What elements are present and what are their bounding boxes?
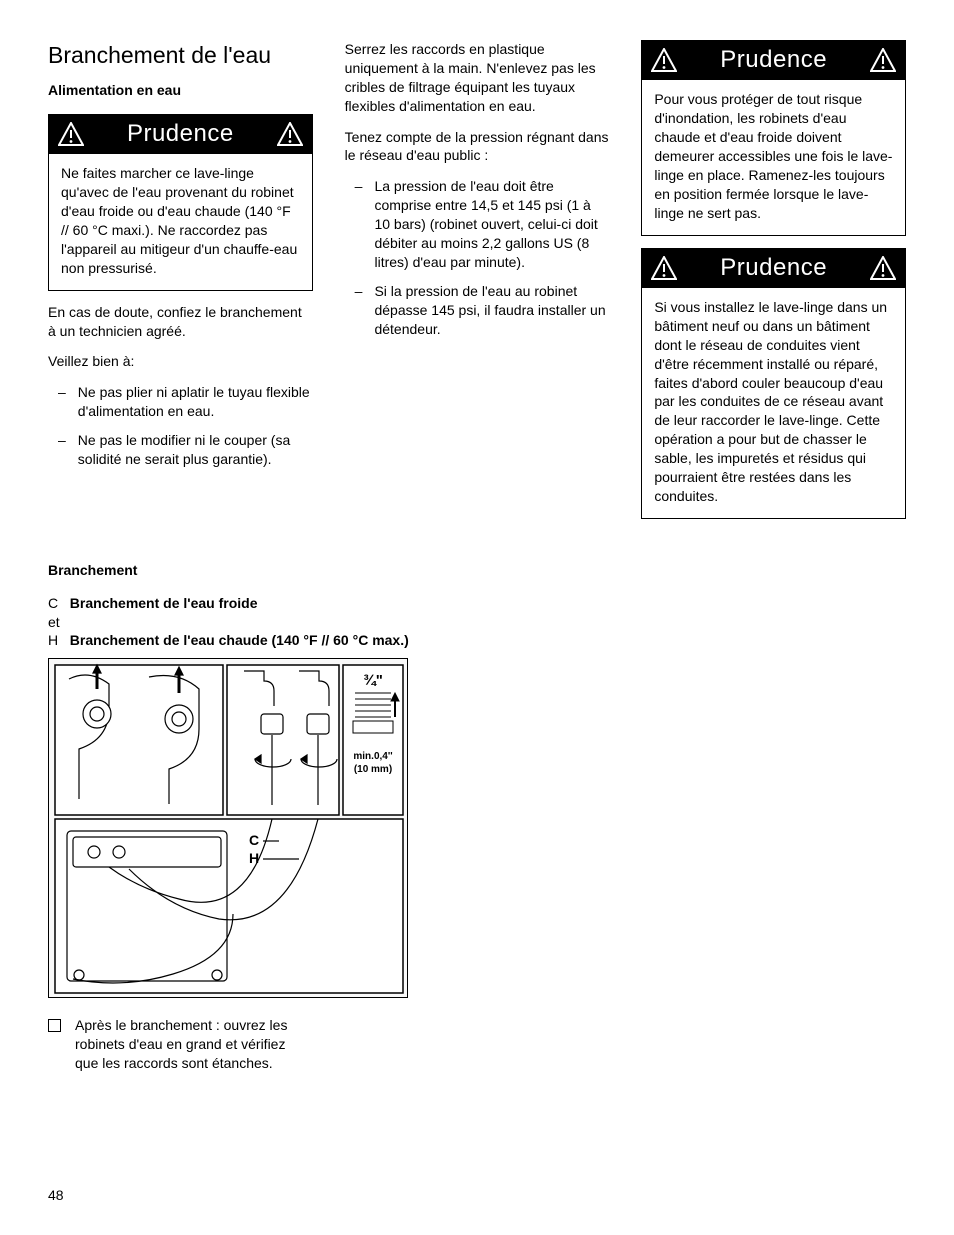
- line-c: C Branchement de l'eau froide: [48, 594, 628, 613]
- bullet-list: Ne pas plier ni aplatir le tuyau flexibl…: [48, 383, 313, 469]
- column-1: Branchement de l'eau Alimentation en eau…: [48, 40, 313, 531]
- column-3: Prudence Pour vous protéger de tout risq…: [641, 40, 906, 531]
- prudence-label: Prudence: [127, 118, 234, 150]
- svg-text:min.0,4'': min.0,4'': [353, 751, 392, 762]
- prudence-banner-1: Prudence: [48, 114, 313, 154]
- bullet-list: La pression de l'eau doit être comprise …: [345, 177, 610, 338]
- page-number: 48: [48, 1186, 64, 1205]
- svg-text:C: C: [249, 832, 259, 848]
- subheading-alimentation: Alimentation en eau: [48, 81, 313, 100]
- warning-box-2: Pour vous protéger de tout risque d'inon…: [641, 80, 906, 235]
- connection-lines: C Branchement de l'eau froide et H Branc…: [48, 594, 628, 651]
- line-et: et: [48, 613, 628, 632]
- column-2: Serrez les raccords en plastique uniquem…: [345, 40, 610, 531]
- connection-diagram: ¾" min.0,4'' (10 mm) C: [48, 658, 408, 998]
- paragraph: Serrez les raccords en plastique uniquem…: [345, 40, 610, 116]
- list-item: Ne pas plier ni aplatir le tuyau flexibl…: [48, 383, 313, 421]
- warning-triangle-icon: [58, 122, 84, 146]
- paragraph: Tenez compte de la pression régnant dans…: [345, 128, 610, 166]
- svg-text:H: H: [249, 850, 259, 866]
- warning-box-1: Ne faites marcher ce lave-linge qu'avec …: [48, 154, 313, 290]
- warning-triangle-icon: [870, 256, 896, 280]
- svg-text:¾": ¾": [363, 672, 383, 689]
- diagram-svg: ¾" min.0,4'' (10 mm) C: [49, 659, 408, 998]
- list-item: Si la pression de l'eau au robinet dépas…: [345, 282, 610, 339]
- warning-box-3: Si vous installez le lave-linge dans un …: [641, 288, 906, 519]
- prudence-label: Prudence: [720, 252, 827, 284]
- prudence-banner-3: Prudence: [641, 248, 906, 288]
- warning-triangle-icon: [277, 122, 303, 146]
- branchement-section: Branchement C Branchement de l'eau froid…: [48, 561, 628, 1073]
- list-item: Ne pas le modifier ni le couper (sa soli…: [48, 431, 313, 469]
- warning-triangle-icon: [651, 48, 677, 72]
- paragraph: Veillez bien à:: [48, 352, 313, 371]
- line-h: H Branchement de l'eau chaude (140 °F //…: [48, 631, 628, 650]
- warning-text: Pour vous protéger de tout risque d'inon…: [654, 90, 893, 222]
- svg-text:(10 mm): (10 mm): [354, 764, 392, 775]
- prudence-banner-2: Prudence: [641, 40, 906, 80]
- warning-text: Ne faites marcher ce lave-linge qu'avec …: [61, 164, 300, 277]
- main-heading: Branchement de l'eau: [48, 40, 313, 71]
- list-item: Après le branchement : ouvrez les robine…: [48, 1016, 628, 1073]
- warning-triangle-icon: [651, 256, 677, 280]
- paragraph: En cas de doute, confiez le branchement …: [48, 303, 313, 341]
- branchement-heading: Branchement: [48, 561, 628, 580]
- warning-text: Si vous installez le lave-linge dans un …: [654, 298, 893, 506]
- warning-triangle-icon: [870, 48, 896, 72]
- prudence-label: Prudence: [720, 44, 827, 76]
- after-connection-list: Après le branchement : ouvrez les robine…: [48, 1016, 628, 1073]
- list-item: La pression de l'eau doit être comprise …: [345, 177, 610, 271]
